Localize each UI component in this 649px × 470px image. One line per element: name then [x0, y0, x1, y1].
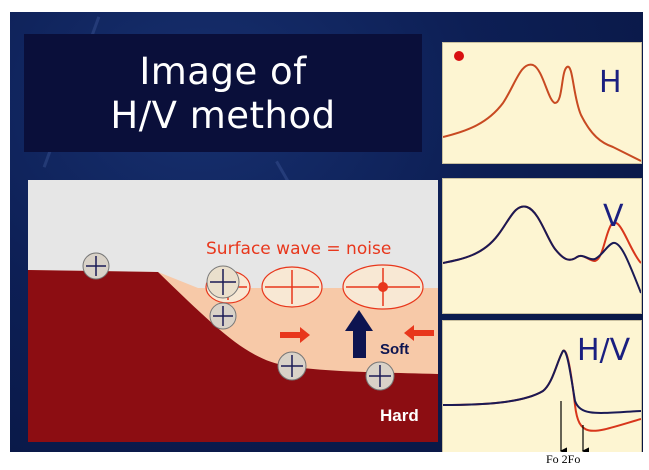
red-dot-marker [454, 51, 464, 61]
v-label: V [603, 199, 624, 234]
fo-2fo-label: Fo 2Fo [546, 452, 581, 466]
v-spectrum-plot [443, 205, 641, 294]
particle-motion-circle [277, 351, 307, 381]
hv-ratio-plot [443, 349, 641, 452]
h-spectrum-panel: H [442, 42, 642, 164]
v-spectrum-panel: V [442, 178, 642, 314]
v-curve-navy [443, 205, 641, 294]
wave-ellipse-large [342, 264, 424, 310]
hv-curve-navy [443, 349, 641, 414]
slide: Image of H/V method Surface wave = noise… [10, 12, 643, 452]
particle-motion-circle [82, 252, 110, 280]
arrow-right [280, 327, 310, 343]
h-spectrum-plot [443, 51, 641, 162]
hv-ratio-panel: H/V [442, 320, 642, 452]
h-label: H [599, 65, 622, 100]
arrow-up [345, 310, 373, 358]
ground-diagram: Surface wave = noise Soft Hard [28, 180, 438, 442]
title-box: Image of H/V method [24, 34, 422, 152]
particle-motion-circle [206, 265, 240, 299]
soft-label: Soft [380, 341, 409, 358]
hv-label: H/V [577, 333, 631, 368]
h-curve [443, 63, 641, 162]
slide-title: Image of H/V method [110, 50, 336, 137]
particle-motion-circle [209, 302, 237, 330]
surface-wave-label: Surface wave = noise [206, 239, 391, 259]
wave-ellipse-medium [261, 266, 323, 308]
hard-label: Hard [380, 406, 419, 425]
arrow-left [404, 325, 434, 341]
hard-layer [28, 270, 438, 442]
particle-motion-circle [365, 361, 395, 391]
